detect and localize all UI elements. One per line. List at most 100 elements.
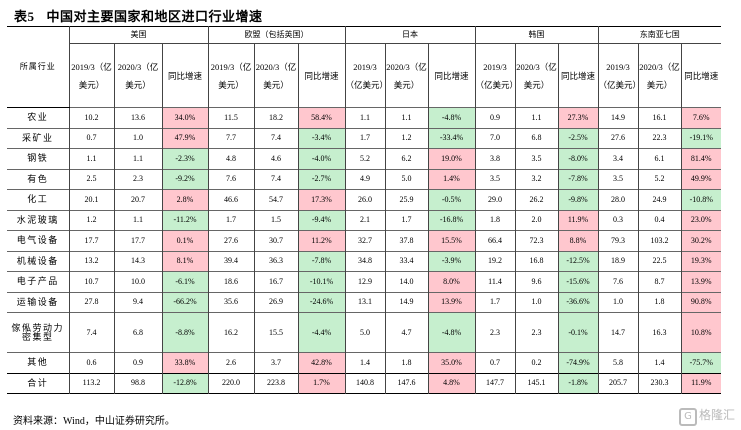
value-2020-cell: 103.2 (638, 230, 682, 251)
value-2019-cell: 5.0 (345, 312, 386, 353)
value-2020-cell: 98.8 (114, 372, 163, 394)
value-2020-cell: 4.7 (385, 312, 429, 353)
growth-cell: 42.8% (298, 352, 346, 373)
value-2020-cell: 7.4 (254, 168, 299, 190)
table-number: 表5 (14, 9, 35, 24)
industry-label: 水泥玻璃 (7, 209, 70, 231)
value-2020-cell: 6.2 (385, 148, 429, 169)
value-2020-cell: 5.0 (385, 168, 429, 190)
value-2020-cell: 16.8 (515, 250, 559, 272)
column-subheader: 同比增速 (558, 43, 599, 108)
value-2020-cell: 14.9 (385, 291, 429, 313)
value-2019-cell: 20.1 (69, 189, 115, 210)
table-row: 合计 113.2 98.8 -12.8% 220.0 223.8 1.7% 140.8 147.… (7, 372, 721, 394)
table-row: 傢俬劳动力密集型 7.4 6.8 -8.8% 16.2 15.5 -4.4% 5.0 4.7 -4… (7, 312, 721, 353)
growth-cell: 90.8% (681, 291, 721, 313)
growth-cell: -75.7% (681, 352, 721, 373)
value-2019-cell: 1.0 (598, 291, 639, 313)
column-subheader: 2019/3（亿美元） (345, 43, 388, 108)
value-2019-cell: 0.7 (475, 352, 516, 373)
value-2019-cell: 140.8 (345, 372, 386, 394)
growth-cell: 15.5% (428, 230, 476, 251)
value-2020-cell: 17.7 (114, 230, 163, 251)
growth-cell: 11.9% (681, 372, 721, 394)
value-2020-cell: 1.8 (385, 352, 429, 373)
value-2020-cell: 18.2 (254, 107, 299, 128)
value-2019-cell: 12.9 (345, 271, 386, 292)
value-2020-cell: 0.4 (638, 209, 682, 231)
source-note: 资料来源：Wind，中山证券研究所。 (13, 416, 175, 427)
growth-cell: -7.8% (298, 250, 346, 272)
growth-cell: 11.2% (298, 230, 346, 251)
value-2019-cell: 2.3 (475, 312, 516, 353)
value-2019-cell: 5.8 (598, 352, 639, 373)
value-2019-cell: 1.8 (475, 209, 516, 231)
value-2019-cell: 39.4 (208, 250, 255, 272)
growth-cell: 47.9% (162, 127, 209, 149)
growth-cell: 8.0% (428, 271, 476, 292)
table-caption: 中国对主要国家和地区进口行业增速 (46, 9, 263, 24)
value-2019-cell: 14.9 (598, 107, 639, 128)
table-row: 化工 20.1 20.7 2.8% 46.6 54.7 17.3% 26.0 25.9 -0.5%… (7, 189, 721, 210)
growth-cell: -4.0% (298, 148, 346, 169)
column-subheader: 2020/3（亿美元） (114, 43, 163, 108)
growth-cell: 81.4% (681, 148, 721, 169)
value-2020-cell: 22.5 (638, 250, 682, 272)
value-2019-cell: 10.2 (69, 107, 115, 128)
column-subheader: 2020/3（亿美元） (638, 43, 682, 108)
table-row: 电子产品 10.7 10.0 -6.1% 18.6 16.7 -10.1% 12.9 14.0 8… (7, 271, 721, 292)
watermark-text: 格隆汇 (698, 408, 735, 422)
growth-cell: 7.6% (681, 107, 721, 128)
value-2019-cell: 34.8 (345, 250, 386, 272)
country-header: 美国 (69, 26, 209, 44)
value-2019-cell: 7.4 (69, 312, 115, 353)
industry-label: 其他 (7, 352, 70, 373)
value-2020-cell: 3.2 (515, 168, 559, 190)
country-header: 日本 (345, 26, 476, 44)
value-2019-cell: 66.4 (475, 230, 516, 251)
value-2020-cell: 26.9 (254, 291, 299, 313)
column-subheader: 同比增速 (162, 43, 209, 108)
growth-cell: 23.0% (681, 209, 721, 231)
value-2020-cell: 3.5 (515, 148, 559, 169)
watermark: G 格隆汇 (678, 406, 735, 426)
value-2020-cell: 36.3 (254, 250, 299, 272)
growth-cell: -12.8% (162, 372, 209, 394)
growth-cell: -7.8% (558, 168, 599, 190)
column-subheader: 2019/3（亿美元） (208, 43, 255, 108)
value-2020-cell: 5.2 (638, 168, 682, 190)
value-2019-cell: 0.3 (598, 209, 639, 231)
row-header-label: 所属行业 (7, 26, 70, 108)
value-2020-cell: 2.3 (114, 168, 163, 190)
value-2019-cell: 27.8 (69, 291, 115, 313)
value-2019-cell: 0.6 (69, 352, 115, 373)
value-2020-cell: 1.4 (638, 352, 682, 373)
growth-cell: -19.1% (681, 127, 721, 149)
growth-cell: 13.9% (681, 271, 721, 292)
growth-cell: -3.9% (428, 250, 476, 272)
table-row: 钢铁 1.1 1.1 -2.3% 4.8 4.6 -4.0% 5.2 6.2 19.0% 3.8 3.… (7, 148, 721, 169)
value-2020-cell: 6.1 (638, 148, 682, 169)
value-2019-cell: 14.7 (598, 312, 639, 353)
value-2020-cell: 2.0 (515, 209, 559, 231)
value-2019-cell: 220.0 (208, 372, 255, 394)
table-row: 运输设备 27.8 9.4 -66.2% 35.6 26.9 -24.6% 13.1 14.9 1… (7, 291, 721, 313)
growth-cell: -2.3% (162, 148, 209, 169)
value-2019-cell: 1.2 (69, 209, 115, 231)
value-2019-cell: 79.3 (598, 230, 639, 251)
country-header: 欧盟（包括英国） (208, 26, 346, 44)
growth-cell: -2.5% (558, 127, 599, 149)
growth-cell: -2.7% (298, 168, 346, 190)
value-2020-cell: 1.1 (114, 209, 163, 231)
value-2020-cell: 10.0 (114, 271, 163, 292)
value-2020-cell: 24.9 (638, 189, 682, 210)
value-2020-cell: 72.3 (515, 230, 559, 251)
growth-cell: -4.8% (428, 312, 476, 353)
value-2019-cell: 11.4 (475, 271, 516, 292)
industry-label: 合计 (7, 372, 70, 394)
industry-label: 电气设备 (7, 230, 70, 251)
table-row: 有色 2.5 2.3 -9.2% 7.6 7.4 -2.7% 4.9 5.0 1.4% 3.5 3.2… (7, 168, 721, 190)
value-2020-cell: 8.7 (638, 271, 682, 292)
growth-cell: 35.0% (428, 352, 476, 373)
value-2020-cell: 223.8 (254, 372, 299, 394)
